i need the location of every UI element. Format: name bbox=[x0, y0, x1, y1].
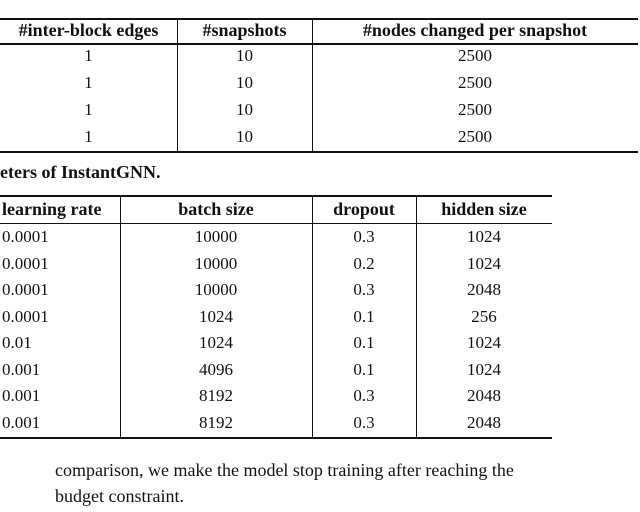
table-cell: 0.3 bbox=[353, 386, 375, 405]
top-rule bbox=[0, 195, 552, 197]
table-cell: 0.1 bbox=[353, 359, 375, 379]
table-cell: 0.0001 bbox=[2, 227, 49, 246]
table-cell: 1 bbox=[84, 73, 93, 92]
table-cell: 8192 bbox=[199, 412, 233, 432]
table-cell: 2500 bbox=[458, 100, 492, 119]
table-cell: 1 bbox=[84, 127, 93, 146]
table-cell: 0.3 bbox=[353, 412, 375, 432]
table-cell: 10 bbox=[236, 46, 253, 65]
table-cell: 1024 bbox=[199, 306, 233, 326]
table-cell: 1024 bbox=[467, 359, 501, 379]
column-header: learning rate bbox=[2, 199, 102, 219]
paragraph-line: budget constraint. bbox=[55, 486, 184, 506]
bottom-rule bbox=[0, 437, 552, 439]
column-divider bbox=[416, 195, 417, 439]
table-cell: 0.0001 bbox=[2, 253, 49, 273]
paragraph-line: comparison, we make the model stop train… bbox=[55, 460, 514, 480]
column-header: dropout bbox=[333, 199, 395, 219]
column-header: #inter-block edges bbox=[18, 20, 159, 40]
header-rule bbox=[0, 43, 638, 45]
column-divider bbox=[177, 18, 178, 153]
column-divider bbox=[312, 18, 313, 153]
table-cell: 2500 bbox=[458, 46, 492, 65]
column-divider bbox=[120, 195, 121, 439]
table-cell: 0.1 bbox=[353, 333, 375, 352]
table-cell: 10 bbox=[236, 127, 253, 146]
table-cell: 0.001 bbox=[2, 412, 41, 432]
table-cell: 10 bbox=[236, 73, 253, 92]
bottom-rule bbox=[0, 151, 638, 153]
table-cell: 2500 bbox=[458, 127, 492, 146]
table-cell: 0.3 bbox=[353, 280, 375, 299]
table-cell: 10 bbox=[236, 100, 253, 119]
table-cell: 0.01 bbox=[2, 333, 32, 352]
table-cell: 0.0001 bbox=[2, 280, 49, 299]
table-cell: 4096 bbox=[199, 359, 233, 379]
table-cell: 10000 bbox=[194, 227, 238, 246]
table-cell: 0.3 bbox=[353, 227, 375, 246]
table-cell: 2048 bbox=[467, 280, 501, 299]
table-cell: 0.2 bbox=[353, 253, 375, 273]
table-cell: 1024 bbox=[199, 333, 233, 352]
column-header: batch size bbox=[178, 199, 254, 219]
table-cell: 1 bbox=[84, 46, 93, 65]
table-cell: 0.1 bbox=[353, 306, 375, 326]
table-cell: 10000 bbox=[194, 253, 238, 273]
table-cell: 1024 bbox=[467, 253, 501, 273]
table-cell: 2048 bbox=[467, 386, 501, 405]
header-rule bbox=[0, 223, 552, 224]
table-cell: 1024 bbox=[467, 333, 501, 352]
column-header: hidden size bbox=[441, 199, 527, 219]
table-cell: 256 bbox=[471, 306, 497, 326]
table-caption: eters of InstantGNN. bbox=[0, 162, 161, 182]
table-cell: 0.001 bbox=[2, 359, 41, 379]
table-cell: 1 bbox=[84, 100, 93, 119]
column-header: #nodes changed per snapshot bbox=[362, 20, 588, 40]
table-cell: 8192 bbox=[199, 386, 233, 405]
table-cell: 1024 bbox=[467, 227, 501, 246]
column-header: #snapshots bbox=[202, 20, 287, 40]
table-cell: 2500 bbox=[458, 73, 492, 92]
table-cell: 10000 bbox=[194, 280, 238, 299]
table-cell: 0.001 bbox=[2, 386, 41, 405]
top-rule bbox=[0, 18, 638, 20]
table-cell: 2048 bbox=[467, 412, 501, 432]
column-divider bbox=[312, 195, 313, 439]
table-cell: 0.0001 bbox=[2, 306, 49, 326]
